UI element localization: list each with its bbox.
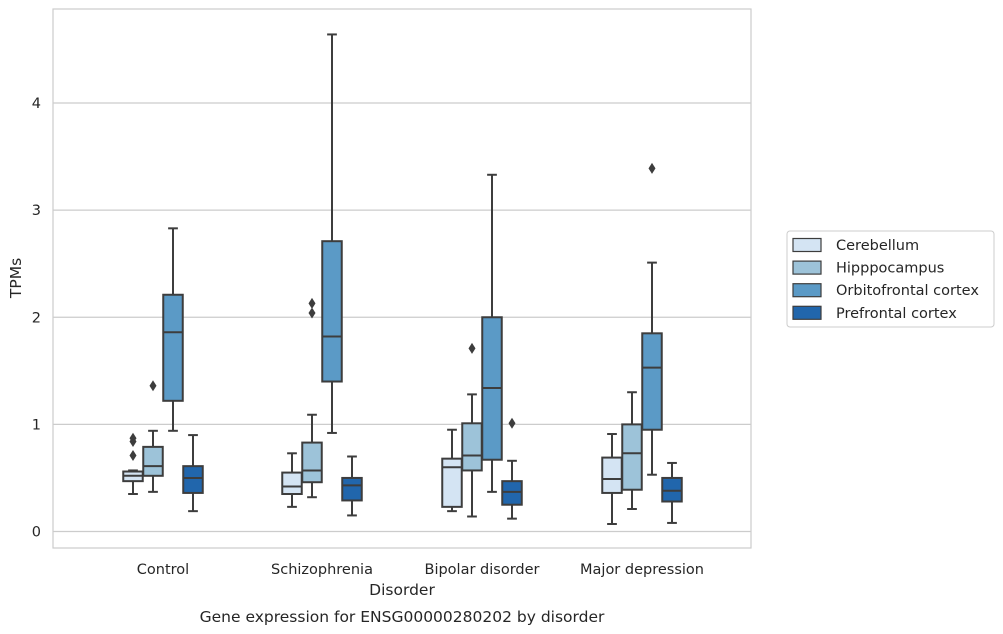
legend-swatch-1 bbox=[792, 237, 822, 253]
box-body bbox=[162, 293, 184, 402]
y-tick-label-3: 3 bbox=[32, 203, 41, 219]
x-tick-label-3: Bipolar disorder bbox=[425, 562, 540, 578]
box-1-1 bbox=[122, 432, 144, 496]
y-axis-label: TPMs bbox=[7, 258, 25, 299]
box-body bbox=[341, 476, 363, 502]
x-tick-label-4: Major depression bbox=[580, 562, 704, 578]
legend-swatch-4 bbox=[792, 305, 822, 320]
box-1-2 bbox=[281, 452, 303, 508]
outlier-1 bbox=[648, 162, 656, 174]
x-tick-labels: Control Schizophrenia Bipolar disorder Majo… bbox=[137, 562, 704, 578]
box-body bbox=[621, 423, 643, 491]
box-body bbox=[321, 240, 343, 383]
legend-label-1: Cerebellum bbox=[836, 238, 919, 254]
legend-label-4: Prefrontal cortex bbox=[836, 306, 957, 322]
box-2-1 bbox=[142, 380, 164, 493]
box-3-2 bbox=[321, 33, 343, 434]
outlier-1 bbox=[468, 342, 476, 354]
box-4-4 bbox=[661, 461, 683, 524]
legend-label-3: Orbitofrontal cortex bbox=[836, 283, 979, 299]
box-body bbox=[441, 457, 463, 508]
y-tick-label-1: 1 bbox=[32, 417, 41, 433]
box-3-4 bbox=[641, 162, 663, 476]
box-3-3 bbox=[481, 173, 503, 493]
legend-frame bbox=[786, 230, 995, 328]
box-body bbox=[281, 471, 303, 496]
outlier-3 bbox=[129, 432, 137, 444]
box-body bbox=[501, 480, 523, 506]
y-tick-labels: 0 1 2 3 4 bbox=[32, 96, 41, 541]
box-1-3 bbox=[441, 428, 463, 513]
box-body bbox=[641, 332, 663, 431]
box-body bbox=[142, 445, 164, 477]
box-body bbox=[182, 465, 204, 494]
box-body bbox=[601, 456, 623, 494]
y-tick-label-4: 4 bbox=[32, 96, 41, 112]
outlier-2 bbox=[308, 297, 316, 309]
box-4-1 bbox=[182, 434, 204, 513]
outlier-1 bbox=[129, 449, 137, 461]
box-body bbox=[661, 476, 683, 503]
box-body bbox=[301, 441, 323, 484]
y-tick-label-2: 2 bbox=[32, 310, 41, 326]
legend-label-2: Hipppocampus bbox=[836, 261, 944, 277]
box-2-4 bbox=[621, 391, 643, 511]
box-2-2 bbox=[301, 297, 323, 499]
legend-swatch-2 bbox=[792, 260, 822, 275]
x-axis-label: Disorder bbox=[369, 581, 435, 599]
chart-caption: Gene expression for ENSG00000280202 by d… bbox=[200, 608, 605, 626]
outlier-1 bbox=[308, 307, 316, 319]
legend: Cerebellum Hipppocampus Orbitofrontal cort… bbox=[786, 230, 995, 328]
outlier-1 bbox=[149, 380, 157, 392]
box-4-3 bbox=[501, 417, 523, 520]
box-4-2 bbox=[341, 455, 363, 517]
box-groups bbox=[122, 33, 683, 526]
outlier-1 bbox=[508, 417, 516, 429]
x-tick-label-2: Schizophrenia bbox=[271, 562, 373, 578]
x-tick-label-1: Control bbox=[137, 562, 189, 578]
y-tick-label-0: 0 bbox=[32, 525, 41, 541]
box-3-1 bbox=[162, 227, 184, 432]
box-body bbox=[461, 422, 483, 472]
legend-swatch-3 bbox=[792, 283, 822, 298]
